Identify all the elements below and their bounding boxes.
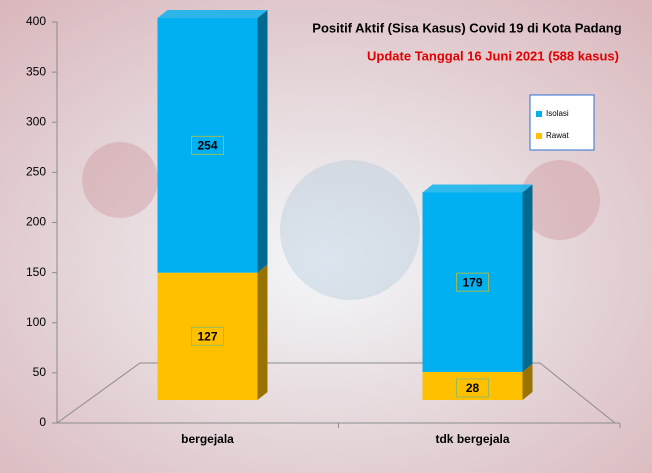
- bar-side: [522, 363, 533, 400]
- decor-globe: [280, 160, 420, 300]
- legend-label: Rawat: [546, 131, 569, 140]
- y-tick-label: 200: [26, 215, 46, 229]
- y-tick-label: 300: [26, 114, 46, 128]
- value-label-box: [191, 326, 224, 346]
- y-tick-label: 150: [26, 265, 46, 279]
- decor-virus: [520, 160, 600, 240]
- bar: [157, 18, 258, 273]
- legend: [529, 94, 595, 151]
- bar: [422, 192, 523, 372]
- y-tick-label: 400: [26, 14, 46, 28]
- legend-label: Isolasi: [546, 109, 569, 118]
- bar-side: [257, 264, 268, 400]
- value-label-box: [456, 378, 489, 398]
- value-label: 254: [197, 139, 217, 153]
- bar: [422, 371, 523, 400]
- x-tick-label: tdk bergejala: [435, 432, 509, 446]
- y-tick-label: 350: [26, 64, 46, 78]
- value-label: 179: [462, 275, 482, 289]
- y-tick-label: 250: [26, 165, 46, 179]
- bar: [157, 272, 258, 400]
- bar-side: [257, 10, 268, 273]
- value-label-box: [456, 272, 489, 292]
- x-tick-label: bergejala: [181, 432, 234, 446]
- bar-side: [522, 184, 533, 372]
- legend-swatch: [536, 133, 542, 139]
- bar-top: [422, 184, 533, 193]
- decor-virus: [82, 142, 158, 218]
- y-tick-label: 100: [26, 315, 46, 329]
- bar-top: [157, 10, 268, 19]
- chart-subtitle: Update Tanggal 16 Juni 2021 (588 kasus): [367, 48, 619, 63]
- chart-title: Positif Aktif (Sisa Kasus) Covid 19 di K…: [312, 20, 621, 35]
- value-label: 28: [466, 381, 480, 395]
- value-label-box: [191, 135, 224, 155]
- y-tick-label: 50: [33, 365, 47, 379]
- value-label: 127: [197, 330, 217, 344]
- y-tick-label: 0: [39, 415, 46, 429]
- legend-swatch: [536, 111, 542, 117]
